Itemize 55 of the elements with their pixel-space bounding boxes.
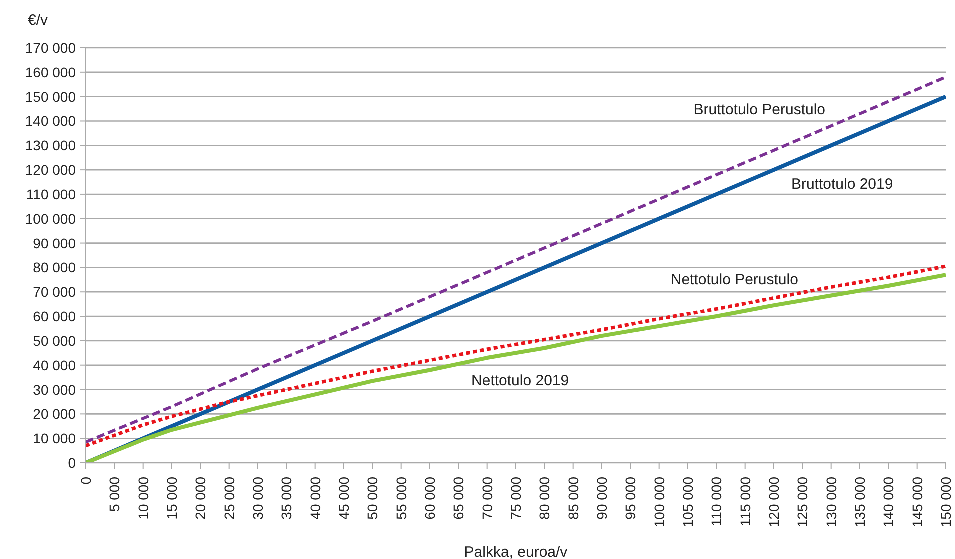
y-tick-label: 90 000 [33, 235, 76, 252]
x-tick-label: 30 000 [250, 476, 266, 520]
x-tick-label: 25 000 [221, 476, 238, 520]
x-axis-title: Palkka, euroa/v [464, 544, 568, 559]
series-label: Nettotulo 2019 [472, 372, 570, 390]
x-tick-label: 115 000 [737, 476, 754, 527]
x-tick-label: 60 000 [422, 476, 438, 520]
x-tick-label: 145 000 [909, 476, 926, 528]
y-tick-label: 100 000 [25, 210, 76, 227]
series-label: Bruttotulo 2019 [791, 176, 894, 194]
x-tick-label: 15 000 [164, 476, 180, 520]
x-tick-label: 85 000 [565, 476, 582, 520]
y-tick-label: 60 000 [33, 308, 76, 325]
y-tick-label: 140 000 [25, 113, 76, 130]
x-tick-label: 120 000 [766, 476, 782, 528]
x-tick-label: 135 000 [852, 476, 868, 528]
y-tick-label: 0 [68, 455, 76, 471]
x-tick-label: 40 000 [307, 476, 324, 520]
y-tick-label: 70 000 [33, 284, 76, 300]
x-tick-label: 5 000 [106, 476, 123, 512]
y-tick-label: 40 000 [33, 357, 76, 374]
y-tick-label: 170 000 [25, 40, 76, 56]
x-tick-label: 65 000 [450, 476, 467, 520]
x-tick-label: 45 000 [336, 476, 352, 520]
x-tick-label: 80 000 [536, 476, 553, 520]
y-tick-label: 30 000 [33, 382, 76, 398]
x-tick-label: 125 000 [794, 476, 811, 528]
series-label: Bruttotulo Perustulo [694, 101, 826, 118]
x-tick-label: 90 000 [594, 476, 610, 520]
x-tick-label: 150 000 [938, 476, 954, 528]
x-tick-label: 55 000 [393, 476, 410, 520]
x-tick-label: 50 000 [364, 476, 381, 520]
y-tick-label: 20 000 [33, 406, 76, 422]
x-tick-label: 35 000 [278, 476, 295, 520]
y-tick-label: 50 000 [33, 332, 76, 349]
x-tick-label: 105 000 [680, 476, 696, 528]
y-tick-label: 150 000 [25, 88, 76, 105]
y-tick-label: 120 000 [25, 162, 76, 178]
x-tick-label: 100 000 [651, 476, 668, 528]
x-tick-label: 70 000 [479, 476, 496, 520]
series-label: Nettotulo Perustulo [670, 272, 798, 289]
x-tick-label: 10 000 [135, 476, 152, 520]
y-axis-title: €/v [28, 12, 48, 29]
x-tick-label: 110 000 [708, 476, 725, 527]
y-tick-label: 10 000 [33, 430, 76, 447]
x-tick-label: 20 000 [192, 476, 209, 520]
x-tick-label: 75 000 [508, 476, 524, 520]
x-tick-label: 95 000 [622, 476, 639, 520]
y-tick-label: 160 000 [25, 64, 76, 80]
y-tick-label: 110 000 [26, 186, 76, 202]
x-tick-label: 130 000 [823, 476, 840, 528]
x-tick-label: 0 [78, 476, 94, 485]
y-tick-label: 80 000 [33, 260, 76, 276]
y-tick-label: 130 000 [25, 138, 76, 154]
x-tick-label: 140 000 [880, 476, 897, 528]
